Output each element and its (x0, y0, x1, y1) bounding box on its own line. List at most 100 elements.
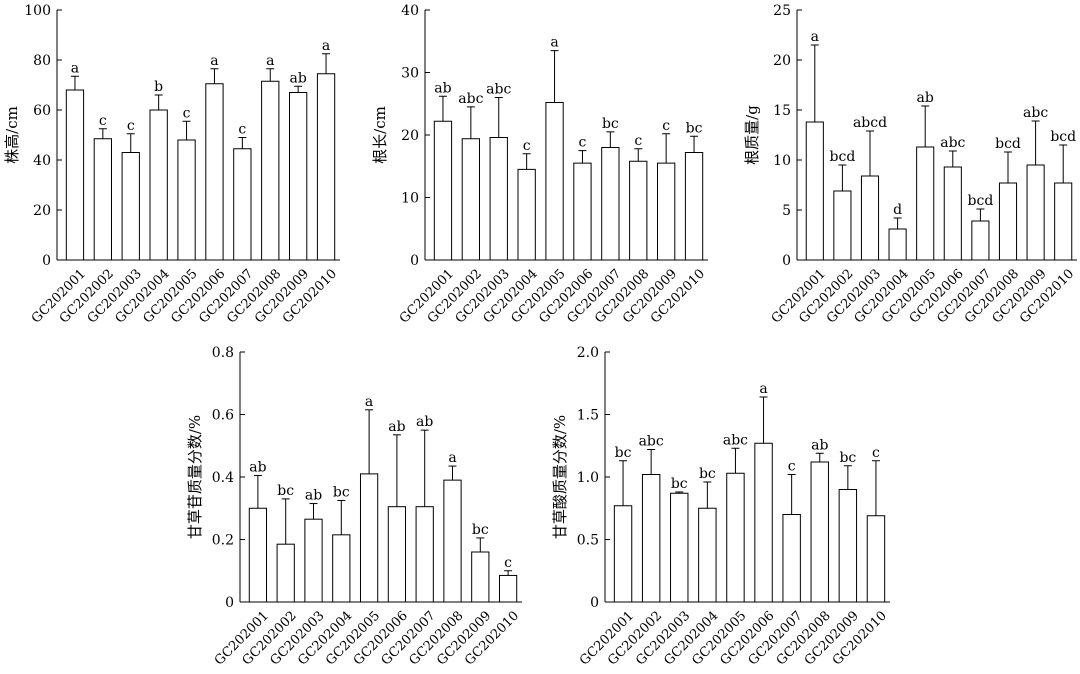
significance-label: bc (839, 450, 856, 466)
y-tick-label: 0 (42, 253, 51, 269)
y-axis-title: 根质量/g (743, 105, 761, 165)
significance-label: abc (723, 432, 748, 448)
y-tick-label: 0 (782, 253, 791, 269)
y-tick-label: 20 (773, 53, 791, 69)
y-tick-label: 0.2 (212, 533, 234, 549)
bar (573, 162, 592, 261)
bar (443, 479, 462, 603)
bar (289, 92, 308, 261)
bar (782, 514, 801, 603)
bar (684, 152, 704, 261)
bar (698, 507, 717, 603)
significance-label: c (238, 122, 246, 138)
significance-label: c (127, 118, 135, 134)
significance-label: c (634, 133, 642, 149)
bar (121, 152, 140, 261)
bar (971, 220, 990, 261)
y-tick-label: 0 (225, 595, 234, 611)
bar (93, 138, 112, 261)
significance-label: c (579, 135, 587, 151)
bar (359, 473, 379, 603)
bar (498, 574, 518, 603)
bar (1026, 164, 1045, 261)
significance-label: c (504, 555, 512, 571)
significance-label: bc (699, 466, 716, 482)
significance-label: bc (671, 476, 688, 492)
bar (316, 73, 336, 261)
y-tick-label: 40 (33, 153, 51, 169)
significance-label: ab (434, 80, 451, 96)
bar (613, 505, 633, 603)
bar (205, 83, 224, 261)
bar (726, 472, 745, 603)
y-tick-label: 80 (33, 53, 51, 69)
significance-label: bc (277, 483, 294, 499)
y-axis-title: 株高/cm (3, 106, 21, 164)
significance-label: bcd (1050, 129, 1076, 145)
bar (233, 148, 252, 261)
y-tick-label: 0.5 (577, 533, 599, 549)
y-tick-label: 25 (773, 3, 791, 19)
significance-label: ab (289, 70, 306, 86)
y-axis-title: 甘草苷质量分数/% (186, 415, 204, 539)
y-tick-label: 1.0 (577, 470, 599, 486)
chart-panel-3: 0510152025根质量/gaGC202001bcdGC202002abcdG… (743, 3, 1077, 327)
significance-label: bcd (830, 149, 856, 165)
y-tick-label: 2.0 (577, 345, 599, 361)
y-tick-label: 20 (33, 203, 51, 219)
significance-label: c (788, 459, 796, 475)
bar (754, 442, 773, 603)
significance-label: bc (472, 522, 489, 538)
bar (276, 543, 295, 603)
significance-label: abc (458, 91, 483, 107)
significance-label: ab (811, 437, 828, 453)
significance-label: abcd (853, 115, 887, 131)
significance-label: ab (249, 459, 266, 475)
significance-label: a (811, 29, 819, 45)
y-tick-label: 40 (401, 3, 419, 19)
significance-label: a (266, 53, 274, 69)
significance-label: c (99, 113, 107, 129)
bar (860, 175, 880, 261)
significance-label: c (523, 138, 531, 154)
bar (545, 102, 564, 261)
y-tick-label: 0.4 (212, 470, 234, 486)
significance-label: c (662, 118, 670, 134)
significance-label: bc (333, 484, 350, 500)
significance-label: bc (686, 120, 703, 136)
y-tick-label: 20 (401, 128, 419, 144)
bar (149, 109, 168, 261)
y-axis-title: 甘草酸质量分数/% (551, 415, 569, 539)
bar (1054, 182, 1073, 261)
bar (657, 162, 676, 261)
y-tick-label: 0 (410, 253, 419, 269)
y-tick-label: 5 (782, 203, 791, 219)
bar (461, 138, 480, 261)
bar (261, 80, 280, 261)
bar (177, 139, 196, 261)
y-tick-label: 0 (590, 595, 599, 611)
y-tick-label: 10 (773, 153, 791, 169)
significance-label: abc (486, 82, 511, 98)
bar (888, 228, 907, 261)
y-tick-label: 10 (401, 191, 419, 207)
bar (601, 147, 620, 261)
significance-label: bc (615, 445, 632, 461)
significance-label: abc (940, 135, 965, 151)
bar (471, 551, 490, 603)
significance-label: c (183, 105, 191, 121)
y-tick-label: 1.5 (577, 408, 599, 424)
significance-label: ab (388, 419, 405, 435)
significance-label: abc (1023, 105, 1048, 121)
significance-label: a (550, 35, 558, 51)
y-tick-label: 60 (33, 103, 51, 119)
bar (916, 146, 935, 261)
significance-label: a (448, 450, 456, 466)
bar (304, 518, 323, 603)
significance-label: a (210, 53, 218, 69)
bar (248, 507, 268, 603)
bar (65, 89, 85, 261)
